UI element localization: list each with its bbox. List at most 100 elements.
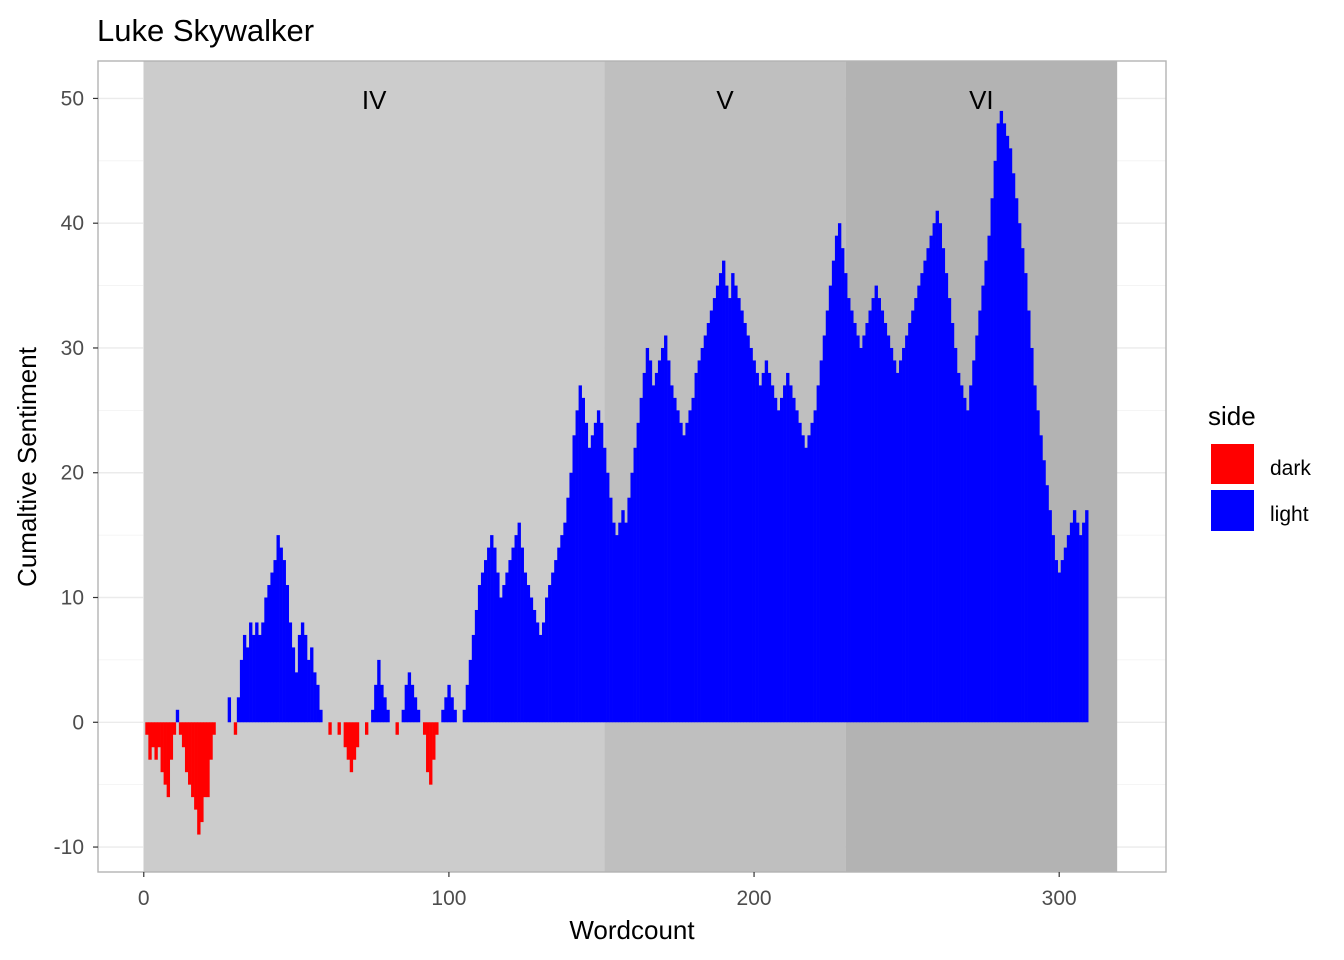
sentiment-bar	[191, 722, 195, 798]
sentiment-bar	[715, 285, 720, 723]
sentiment-bar	[1030, 347, 1034, 723]
sentiment-bar	[1054, 560, 1058, 723]
sentiment-bar	[1005, 135, 1010, 723]
y-tick-label: 30	[61, 337, 84, 360]
axis-layer: 0 100 200 300 -10 0 10 20 30 40 50	[54, 87, 1077, 910]
sentiment-bar	[654, 372, 659, 723]
sentiment-bar	[834, 235, 839, 723]
sentiment-bar	[972, 360, 976, 723]
sentiment-bar	[1039, 435, 1043, 723]
sentiment-bar	[712, 298, 717, 723]
sentiment-bar	[447, 684, 451, 723]
sentiment-bar	[593, 422, 598, 723]
y-tick-label: -10	[54, 836, 84, 859]
sentiment-bar	[664, 335, 668, 723]
sentiment-bar	[499, 597, 503, 723]
sentiment-bar	[349, 722, 354, 773]
sentiment-bar	[288, 622, 293, 723]
sentiment-bar	[517, 522, 521, 723]
sentiment-bar	[996, 123, 1000, 723]
sentiment-bar	[328, 722, 332, 735]
sentiment-bar	[355, 722, 360, 748]
sentiment-bar	[484, 560, 488, 723]
sentiment-bar	[911, 310, 915, 723]
sentiment-bar	[441, 709, 445, 723]
sentiment-bar	[435, 722, 439, 735]
sentiment-bar	[404, 684, 409, 723]
sentiment-bar	[200, 722, 204, 823]
sentiment-bar	[999, 110, 1004, 723]
bar-layer	[145, 110, 1089, 835]
sentiment-bar	[1066, 535, 1071, 723]
sentiment-bar	[987, 235, 991, 723]
sentiment-bar	[685, 422, 689, 723]
sentiment-bar	[535, 622, 540, 723]
sentiment-bar	[477, 585, 482, 723]
sentiment-bar	[1075, 522, 1080, 723]
sentiment-bar	[969, 385, 973, 723]
sentiment-bar	[584, 422, 589, 723]
sentiment-bar	[377, 659, 381, 723]
chart-title: Luke Skywalker	[97, 13, 314, 48]
sentiment-bar	[892, 360, 897, 723]
sentiment-bar	[1063, 547, 1068, 723]
sentiment-bar	[648, 360, 653, 723]
sentiment-bar	[1085, 510, 1089, 723]
sentiment-bar	[688, 410, 692, 723]
sentiment-bar	[514, 535, 518, 723]
sentiment-bar	[956, 372, 961, 723]
sentiment-bar	[847, 298, 851, 723]
sentiment-bar	[291, 647, 296, 723]
sentiment-bar	[627, 497, 631, 723]
sentiment-bar	[773, 397, 778, 723]
sentiment-bar	[1048, 510, 1052, 723]
sentiment-bar	[990, 198, 994, 723]
sentiment-bar	[303, 634, 308, 723]
sentiment-bar	[490, 535, 494, 723]
region-label: IV	[362, 85, 387, 115]
sentiment-bar	[188, 722, 192, 785]
sentiment-bar	[737, 298, 741, 723]
sentiment-bar	[523, 572, 528, 723]
legend-label-dark: dark	[1270, 457, 1311, 480]
sentiment-bar	[596, 410, 601, 723]
sentiment-bar	[938, 223, 943, 723]
sentiment-bar	[917, 285, 921, 723]
sentiment-bar	[432, 722, 436, 760]
sentiment-bar	[1060, 560, 1065, 723]
sentiment-bar	[172, 722, 177, 735]
sentiment-bar	[828, 285, 833, 723]
sentiment-bar	[450, 697, 454, 723]
sentiment-bar	[581, 397, 586, 723]
sentiment-bar	[242, 634, 247, 723]
sentiment-bar	[786, 372, 790, 723]
sentiment-bar	[548, 585, 552, 723]
sentiment-bar	[770, 385, 775, 723]
sentiment-bar	[1011, 173, 1016, 723]
sentiment-bar	[789, 385, 793, 723]
sentiment-bar	[557, 547, 561, 723]
sentiment-bar	[697, 360, 701, 723]
sentiment-bar	[905, 335, 909, 723]
sentiment-bar	[365, 722, 369, 735]
sentiment-bar	[703, 335, 708, 723]
sentiment-bar	[850, 310, 854, 723]
sentiment-bar	[160, 722, 164, 773]
sentiment-bar	[804, 447, 808, 723]
sentiment-bar	[758, 385, 762, 723]
sentiment-bar	[728, 298, 732, 723]
sentiment-bar	[175, 709, 180, 723]
sentiment-bar	[1021, 248, 1025, 723]
sentiment-bar	[868, 310, 872, 723]
sentiment-bar	[572, 435, 576, 723]
sentiment-bar	[725, 285, 729, 723]
sentiment-bar	[465, 684, 470, 723]
sentiment-bar	[859, 347, 863, 723]
plot-border	[97, 60, 1167, 873]
sentiment-bar	[908, 323, 912, 723]
sentiment-bar	[337, 722, 341, 735]
sentiment-bar	[267, 585, 271, 723]
sentiment-bar	[352, 722, 357, 760]
sentiment-bar	[233, 722, 238, 735]
sentiment-bar	[621, 510, 625, 723]
